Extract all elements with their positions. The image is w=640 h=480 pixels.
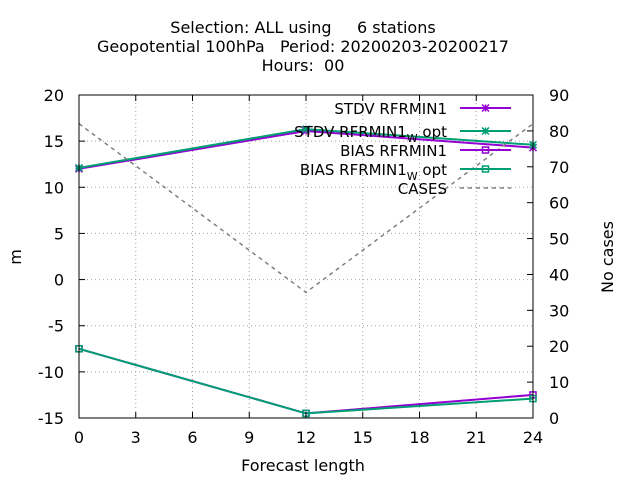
legend-marker bbox=[481, 126, 490, 136]
y-tick-label: 10 bbox=[44, 178, 64, 197]
x-tick-label: 24 bbox=[523, 428, 543, 447]
legend-marker bbox=[481, 146, 490, 154]
x-tick-label: 15 bbox=[353, 428, 373, 447]
y2-tick-label: 50 bbox=[549, 230, 569, 249]
y2-tick-label: 20 bbox=[549, 337, 569, 356]
axis-ticks: 0 3 6 9 12 15 18 21 24 -15 -10 -5 0 5 10 15 20 0 10 20 30 40 5… bbox=[38, 86, 570, 447]
chart-title-line-3: Hours: 00 bbox=[262, 56, 345, 75]
series-line-5 bbox=[78, 123, 534, 294]
y2-tick-label: 90 bbox=[549, 86, 569, 105]
y-tick-label: -15 bbox=[38, 409, 64, 428]
y2-tick-label: 10 bbox=[549, 373, 569, 392]
legend-label: BIAS RFRMIN1W opt bbox=[300, 161, 447, 183]
x-tick-label: 3 bbox=[131, 428, 141, 447]
x-tick-label: 18 bbox=[409, 428, 429, 447]
y2-tick-label: 30 bbox=[549, 301, 569, 320]
y-tick-label: 5 bbox=[54, 224, 64, 243]
series-2-point bbox=[301, 125, 311, 134]
legend-label: STDV RFRMIN1 bbox=[334, 100, 447, 118]
x-tick-label: 21 bbox=[466, 428, 486, 447]
y-tick-label: -5 bbox=[48, 317, 64, 336]
y-tick-label: 0 bbox=[54, 271, 64, 290]
x-axis-label: Forecast length bbox=[241, 456, 365, 475]
x-tick-label: 0 bbox=[74, 428, 84, 447]
y2-tick-label: 40 bbox=[549, 265, 569, 284]
chart-title-line-1: Selection: ALL using 6 stations bbox=[170, 18, 435, 37]
legend-label: BIAS RFRMIN1 bbox=[340, 142, 447, 160]
y-axis-label: m bbox=[6, 249, 25, 265]
y-tick-label: -10 bbox=[38, 363, 64, 382]
chart-title-line-2: Geopotential 100hPa Period: 20200203-202… bbox=[97, 37, 509, 56]
y2-tick-label: 80 bbox=[549, 122, 569, 141]
legend-label: STDV RFRMIN1W opt bbox=[294, 123, 447, 145]
x-tick-label: 9 bbox=[244, 428, 254, 447]
x-tick-label: 6 bbox=[187, 428, 197, 447]
legend-label: CASES bbox=[398, 180, 447, 198]
chart-title: Selection: ALL using 6 stations Geopoten… bbox=[97, 18, 509, 75]
y-tick-label: 15 bbox=[44, 132, 64, 151]
x-tick-label: 12 bbox=[296, 428, 316, 447]
y2-tick-label: 70 bbox=[549, 158, 569, 177]
y2-tick-label: 0 bbox=[549, 409, 559, 428]
legend-marker bbox=[481, 103, 490, 113]
y2-tick-label: 60 bbox=[549, 194, 569, 213]
y2-axis-label: No cases bbox=[598, 221, 617, 293]
legend-marker bbox=[481, 165, 490, 173]
y-tick-label: 20 bbox=[44, 86, 64, 105]
